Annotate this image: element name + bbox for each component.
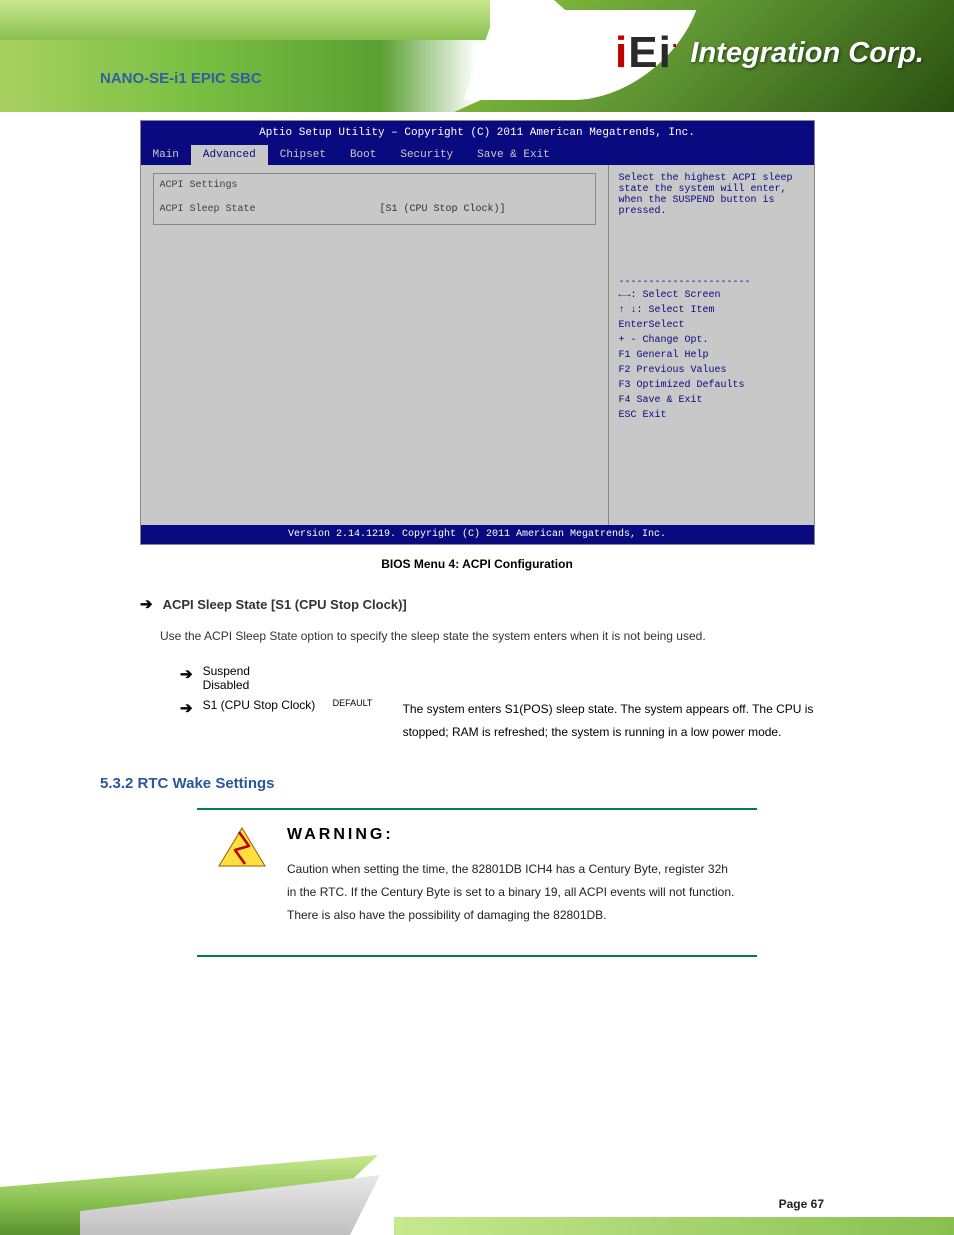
bullet-text: The system enters S1(POS) sleep state. T… [403,698,854,744]
tab-advanced[interactable]: Advanced [191,145,268,165]
bios-key-row: ↑ ↓: Select Item [619,303,804,318]
bios-key-row: F4 Save & Exit [619,393,804,408]
arrow-icon: ➔ [180,665,193,683]
page-content: Aptio Setup Utility – Copyright (C) 2011… [0,120,954,967]
bios-row-label: ACPI Sleep State [160,204,380,215]
footer-banner [0,1135,954,1235]
bios-keys: ←→: Select Screen ↑ ↓: Select Item Enter… [619,288,804,423]
logo-area: iEi. Integration Corp. [615,28,924,78]
bios-section-box: ACPI Settings ACPI Sleep State [S1 (CPU … [153,173,596,225]
bullet-label: S1 (CPU Stop Clock) [203,698,323,712]
bios-key-row: EnterSelect [619,318,804,333]
logo-brand: iEi. [615,28,678,78]
warning-text: Caution when setting the time, the 82801… [287,858,737,926]
bios-key-row: F1 General Help [619,348,804,363]
product-title: NANO-SE-i1 EPIC SBC [100,70,262,87]
bios-tabs: Main Advanced Chipset Boot Security Save… [141,145,814,165]
tab-save-exit[interactable]: Save & Exit [465,145,562,165]
bios-panel: Aptio Setup Utility – Copyright (C) 2011… [140,120,815,545]
bios-keys-divider: ---------------------- [619,277,804,288]
bios-section-title: ACPI Settings [160,180,589,201]
arrow-icon: ➔ [140,595,153,613]
bios-key-row: ESC Exit [619,408,804,423]
header-banner: iEi. Integration Corp. [0,0,954,112]
warning-icon [217,826,267,868]
bios-key-row: F3 Optimized Defaults [619,378,804,393]
bios-left-pane: ACPI Settings ACPI Sleep State [S1 (CPU … [141,165,609,525]
bullet-label: Suspend Disabled [203,664,293,692]
page-number: Page 67 [779,1197,824,1211]
bullet-default: DEFAULT [333,698,393,708]
option-bullet: ➔ Suspend Disabled [180,664,854,692]
bios-right-pane: Select the highest ACPI sleep state the … [609,165,814,525]
section-heading: 5.3.2 RTC Wake Settings [100,775,854,792]
warning-title: WARNING: [287,826,737,844]
option-description: Use the ACPI Sleep State option to speci… [160,625,814,648]
figure-caption: BIOS Menu 4: ACPI Configuration [100,557,854,571]
warning-box: WARNING: Caution when setting the time, … [197,808,757,956]
bios-row-value: [S1 (CPU Stop Clock)] [380,204,506,215]
logo-text: Integration Corp. [690,37,924,70]
option-title: ACPI Sleep State [S1 (CPU Stop Clock)] [163,597,407,612]
warning-content: WARNING: Caution when setting the time, … [287,826,737,926]
bios-row[interactable]: ACPI Sleep State [S1 (CPU Stop Clock)] [160,201,589,218]
bios-key-row: + - Change Opt. [619,333,804,348]
tab-chipset[interactable]: Chipset [268,145,338,165]
arrow-icon: ➔ [180,699,193,717]
option-heading: ➔ ACPI Sleep State [S1 (CPU Stop Clock)] [140,595,854,613]
bios-footer: Version 2.14.1219. Copyright (C) 2011 Am… [141,525,814,544]
option-bullet: ➔ S1 (CPU Stop Clock) DEFAULT The system… [180,698,854,744]
footer-right-strip [394,1217,954,1235]
bios-key-row: ←→: Select Screen [619,288,804,303]
tab-boot[interactable]: Boot [338,145,388,165]
bios-body: ACPI Settings ACPI Sleep State [S1 (CPU … [141,165,814,525]
bios-title: Aptio Setup Utility – Copyright (C) 2011… [141,121,814,145]
bios-key-row: F2 Previous Values [619,363,804,378]
bios-help-text: Select the highest ACPI sleep state the … [619,173,804,217]
tab-main[interactable]: Main [141,145,191,165]
header-green-strip [0,0,490,40]
tab-security[interactable]: Security [388,145,465,165]
